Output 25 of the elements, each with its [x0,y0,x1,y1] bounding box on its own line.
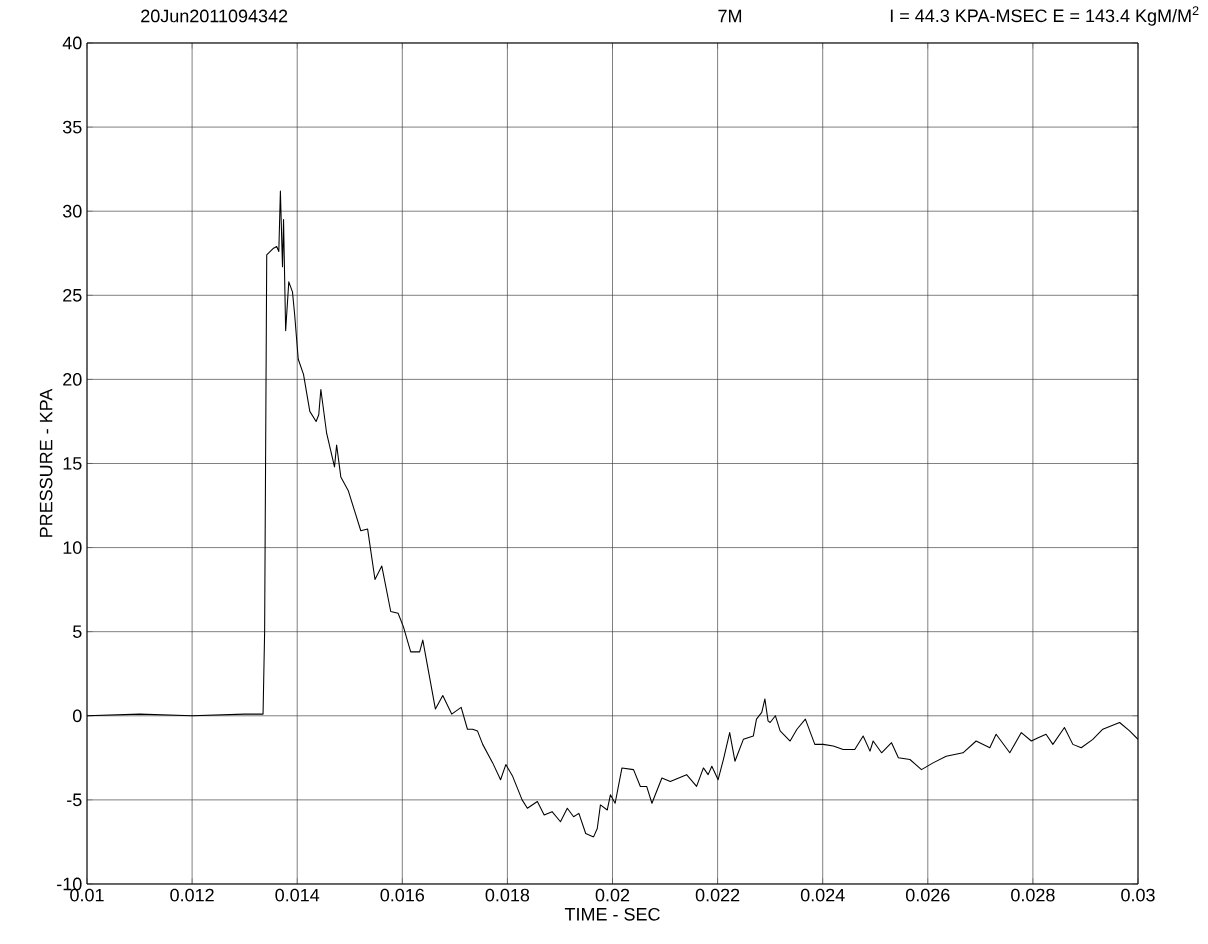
y-tick-label: 25 [63,288,82,302]
y-tick-label: 5 [72,625,82,638]
y-tick-label: 20 [63,373,82,386]
x-tick-label: 0.02 [595,888,630,902]
text: 7M [718,9,742,23]
x-tick-label: 0.026 [905,888,950,902]
y-axis-title: PRESSURE - KPA [39,388,53,537]
y-tick-label: 30 [62,204,82,218]
y-tick-label: -5 [67,793,82,807]
text: 20Jun2011094342 [141,9,288,23]
x-tick-label: 0.028 [1011,888,1055,902]
x-tick-label: 0.03 [1121,888,1155,902]
x-tick-label: 0.012 [170,888,214,902]
x-tick-label: 0.014 [275,888,320,902]
y-tick-label: 0 [72,709,82,723]
y-tick-label: 35 [62,120,82,134]
x-tick-label: 0.024 [800,888,845,902]
y-tick-label: 10 [63,541,82,554]
y-tick-label: 15 [63,457,82,470]
x-tick-label: 0.018 [485,888,530,902]
x-tick-label: 0.016 [380,888,425,902]
x-tick-label: 0.022 [695,888,740,902]
y-tick-label: 40 [62,36,82,50]
x-axis-title: TIME - SEC [564,907,660,921]
text: I = 44.3 KPA-MSEC E = 143.4 KgM/M$^{2}$ [890,6,1199,26]
